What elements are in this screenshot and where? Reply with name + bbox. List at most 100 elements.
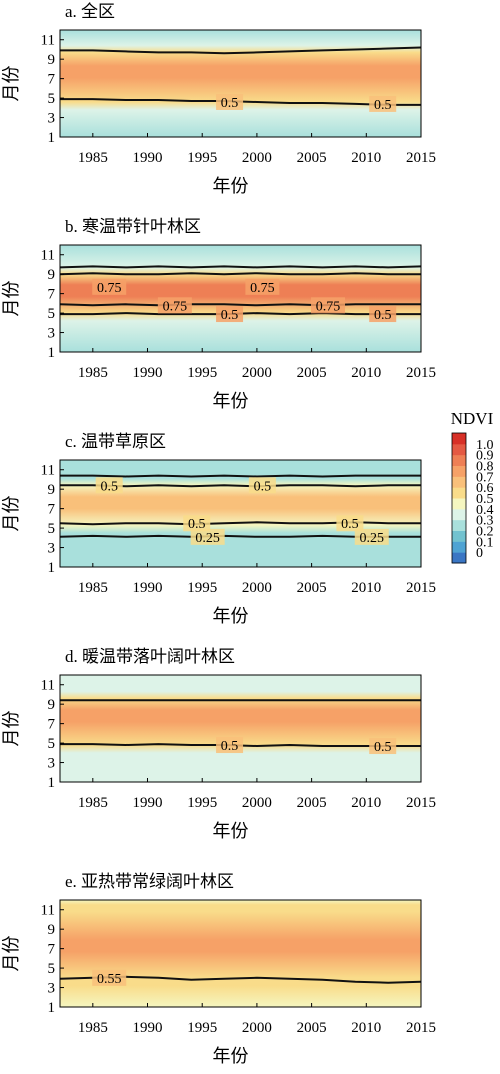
x-axis-label: 年份 (213, 391, 249, 411)
colorbar-swatch (452, 487, 466, 499)
colorbar-swatch (452, 454, 466, 466)
contour-label-bg (245, 278, 280, 295)
x-axis-label: 年份 (213, 821, 249, 841)
y-tick-label: 11 (41, 33, 55, 49)
colorbar-tick-label: 0.4 (476, 503, 494, 518)
y-tick-label: 1 (48, 775, 56, 791)
x-tick-label: 1985 (78, 580, 108, 596)
contour-label-bg (183, 515, 211, 532)
y-tick-label: 11 (41, 903, 55, 919)
contour-label-bg (311, 297, 346, 314)
y-tick-label: 5 (48, 521, 56, 537)
contour-line (59, 272, 421, 276)
colorbar-tick-label: 0.5 (476, 492, 494, 507)
contour-label-bg (95, 477, 123, 494)
contour-label: 0.75 (250, 281, 275, 296)
colorbar-tick-label: 0.2 (476, 525, 494, 540)
heatmap-field (60, 30, 421, 137)
x-tick-label: 1995 (187, 795, 217, 811)
x-tick-label: 2005 (297, 580, 327, 596)
y-axis-label: 月份 (1, 936, 21, 972)
x-tick-label: 1985 (78, 365, 108, 381)
heatmap-field (60, 675, 421, 782)
contour-line (59, 265, 422, 269)
colorbar-tick-label: 1.0 (476, 438, 494, 453)
contour-line (60, 474, 421, 478)
y-tick-label: 7 (48, 502, 56, 518)
x-axis-label: 年份 (213, 176, 249, 196)
y-tick-label: 9 (48, 267, 56, 283)
panel-title: d. 暖温带落叶阔叶林区 (65, 647, 235, 666)
contour-label-bg (216, 306, 244, 323)
x-tick-label: 2005 (297, 795, 327, 811)
x-tick-label: 2005 (297, 1020, 327, 1036)
x-tick-label: 1995 (187, 365, 217, 381)
contour-label: 0.5 (221, 96, 239, 111)
colorbar-tick-label: 0.6 (476, 481, 494, 496)
heatmap-field (60, 245, 421, 352)
colorbar-swatch (452, 443, 466, 456)
y-tick-label: 11 (41, 678, 55, 694)
colorbar-tick-label: 0.9 (476, 449, 494, 464)
colorbar-swatch (452, 476, 466, 488)
x-tick-label: 1990 (133, 365, 163, 381)
colorbar-swatch (452, 465, 466, 477)
y-tick-label: 11 (41, 463, 55, 479)
y-tick-label: 1 (48, 345, 56, 361)
y-tick-label: 7 (48, 717, 56, 733)
x-tick-label: 2015 (406, 795, 436, 811)
y-tick-label: 3 (48, 111, 56, 127)
contour-label-bg (369, 306, 397, 323)
y-tick-label: 1 (48, 130, 56, 146)
colorbar-tick-label: 0 (476, 546, 483, 561)
x-tick-label: 2015 (406, 150, 436, 166)
contour-label: 0.75 (97, 281, 122, 296)
y-tick-label: 5 (48, 736, 56, 752)
x-tick-label: 2015 (406, 580, 436, 596)
y-axis-label: 月份 (1, 496, 21, 532)
y-tick-label: 3 (48, 326, 56, 342)
contour-line (59, 303, 421, 307)
plot-frame (59, 29, 422, 138)
plot-frame (59, 244, 422, 353)
contour-label-bg (369, 738, 397, 755)
x-tick-label: 1990 (133, 795, 163, 811)
x-tick-label: 1985 (78, 1020, 108, 1036)
colorbar-swatch (452, 498, 466, 510)
x-tick-label: 1985 (78, 795, 108, 811)
contour-label: 0.5 (374, 308, 392, 323)
x-tick-label: 2005 (297, 365, 327, 381)
chart-panel: a. 全区 0.5 0.5 1 3 5 7 9 11 1985 1990 1995 2000 2005 20… (1, 2, 436, 196)
y-axis-label: 月份 (1, 66, 21, 102)
x-tick-label: 2000 (242, 1020, 272, 1036)
panel-title: a. 全区 (65, 2, 115, 21)
colorbar-swatch (452, 552, 466, 564)
x-tick-label: 2010 (351, 150, 381, 166)
x-tick-label: 2000 (242, 580, 272, 596)
panel-title: c. 温带草原区 (65, 432, 166, 451)
y-tick-label: 9 (48, 482, 56, 498)
x-tick-label: 2010 (351, 1020, 381, 1036)
colorbar-tick-label: 0.1 (476, 535, 494, 550)
x-tick-label: 1990 (133, 1020, 163, 1036)
y-tick-label: 11 (41, 248, 55, 264)
contour-label-bg (248, 477, 276, 494)
colorbar-tick-label: 0.7 (476, 470, 494, 485)
contour-label: 0.75 (316, 299, 341, 314)
panel-title: b. 寒温带针叶林区 (65, 217, 201, 236)
contour-label-bg (369, 95, 397, 112)
contour-label: 0.5 (374, 740, 392, 755)
y-tick-label: 5 (48, 91, 56, 107)
x-tick-label: 1990 (133, 150, 163, 166)
x-tick-label: 2010 (351, 795, 381, 811)
x-tick-label: 1985 (78, 150, 108, 166)
contour-label: 0.5 (188, 517, 206, 532)
y-tick-label: 1 (48, 560, 56, 576)
contour-label: 0.55 (97, 972, 122, 987)
x-tick-label: 1995 (187, 580, 217, 596)
y-tick-label: 9 (48, 922, 56, 938)
colorbar-frame (451, 432, 467, 564)
